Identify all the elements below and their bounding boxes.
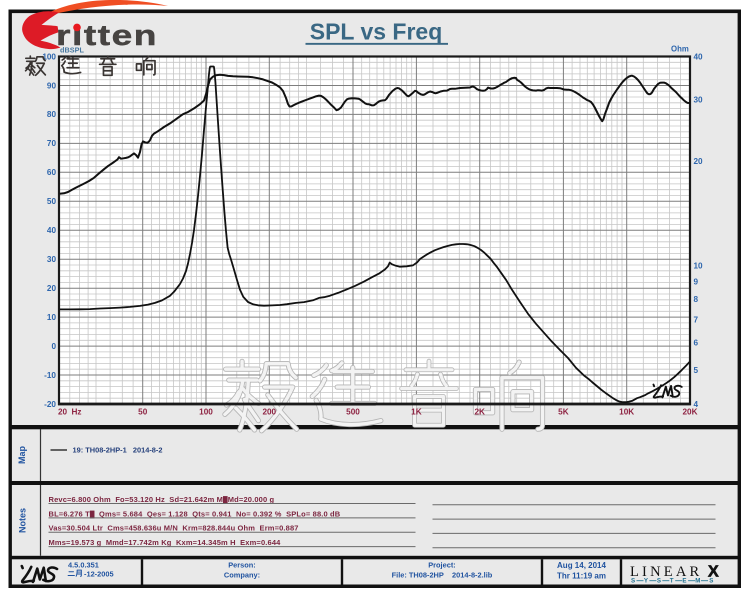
svg-text:0: 0 — [51, 342, 56, 351]
svg-text:5: 5 — [694, 366, 699, 375]
svg-text:Aug 14, 2014: Aug 14, 2014 — [557, 561, 606, 570]
svg-text:30: 30 — [694, 96, 704, 105]
svg-text:Map: Map — [17, 445, 27, 464]
svg-text:Revc=6.800 Ohm Fo=53.120 Hz: Revc=6.800 Ohm Fo=53.120 Hz Sd=21.642m M… — [49, 495, 275, 504]
svg-text:Company:: Company: — [224, 571, 260, 580]
svg-text:4: 4 — [694, 400, 699, 409]
svg-text:Ohm: Ohm — [671, 45, 689, 54]
svg-text:500: 500 — [346, 408, 360, 417]
svg-text:80: 80 — [47, 110, 57, 119]
svg-text:9: 9 — [694, 277, 699, 286]
svg-text:1K: 1K — [411, 408, 422, 417]
svg-text:40: 40 — [694, 52, 704, 61]
svg-text:19: TH08-2HP-1 2014-8-2: 19: TH08-2HP-1 2014-8-2 — [73, 445, 163, 454]
svg-text:200: 200 — [262, 408, 276, 417]
svg-text:20: 20 — [694, 157, 704, 166]
svg-text:-10: -10 — [44, 371, 56, 380]
svg-text:X: X — [708, 564, 719, 581]
svg-text:7: 7 — [694, 315, 699, 324]
svg-text:70: 70 — [47, 139, 57, 148]
svg-text:100: 100 — [199, 408, 213, 417]
svg-text:Person:: Person: — [228, 561, 256, 570]
svg-text:-12-2005: -12-2005 — [84, 570, 114, 579]
svg-text:Notes: Notes — [18, 508, 28, 533]
svg-text:rıtten: rıtten — [56, 20, 158, 52]
svg-text:SPL vs Freq: SPL vs Freq — [310, 19, 443, 45]
svg-text:LINEAR: LINEAR — [630, 564, 702, 580]
svg-text:dBSPL: dBSPL — [60, 46, 84, 55]
svg-text:90: 90 — [47, 81, 57, 90]
svg-text:20K: 20K — [682, 408, 697, 417]
svg-text:BL=6.276 T█︎ Qms= 5.684 Qes=: BL=6.276 T█︎ Qms= 5.684 Qes= 1.128 Qts= … — [49, 509, 341, 518]
svg-text:4.5.0.351: 4.5.0.351 — [68, 561, 99, 570]
svg-text:8: 8 — [694, 295, 699, 304]
svg-text:10K: 10K — [619, 408, 634, 417]
svg-text:File: TH08-2HP 2014-8-2.lib: File: TH08-2HP 2014-8-2.lib — [392, 571, 493, 580]
svg-text:SYSTEMS: SYSTEMS — [631, 578, 722, 585]
svg-text:Project:: Project: — [428, 561, 456, 570]
svg-text:40: 40 — [47, 226, 57, 235]
svg-text:-20: -20 — [44, 400, 56, 409]
svg-text:10: 10 — [694, 262, 704, 271]
svg-text:20: 20 — [58, 408, 68, 417]
svg-text:6: 6 — [694, 339, 699, 348]
svg-text:Thr 11:19 am: Thr 11:19 am — [557, 572, 606, 581]
svg-text:2K: 2K — [474, 408, 485, 417]
svg-text:100: 100 — [42, 52, 56, 61]
svg-text:Mms=19.573 g Mmd=17.742m Kg: Mms=19.573 g Mmd=17.742m Kg Kxm=14.345m … — [49, 538, 282, 547]
svg-text:20: 20 — [47, 284, 57, 293]
svg-text:Hz: Hz — [71, 408, 81, 417]
svg-text:60: 60 — [47, 168, 57, 177]
svg-text:30: 30 — [47, 255, 57, 264]
svg-text:10: 10 — [47, 313, 57, 322]
svg-text:5K: 5K — [558, 408, 569, 417]
svg-text:50: 50 — [47, 197, 57, 206]
svg-text:Vas=30.504 Ltr Cms=458.636u M: Vas=30.504 Ltr Cms=458.636u M/N Krm=828.… — [49, 524, 299, 533]
svg-text:50: 50 — [138, 408, 148, 417]
